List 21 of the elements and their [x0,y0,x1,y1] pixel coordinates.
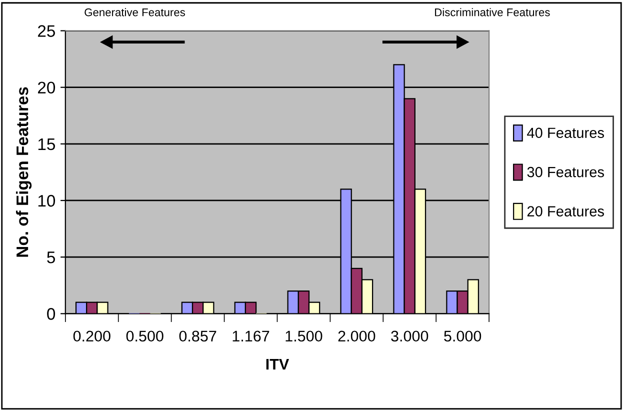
y-tick-label: 10 [38,194,56,207]
x-tick-label: 3.000 [391,330,428,342]
text: Discriminative Features [435,8,550,16]
y-tick-label: 0 [47,308,56,320]
x-tick-label: 2.000 [338,330,376,342]
x-tick-label: 1.167 [232,330,270,342]
y-tick-label: 15 [38,138,55,150]
y-axis-title: No. of Eigen Features [16,87,32,257]
legend-label: 40 Features [527,128,604,138]
legend-label: 20 Features [527,206,604,216]
legend-label: 30 Features [527,166,604,178]
x-tick-label: 5.000 [444,330,482,342]
x-tick-label: 1.500 [286,330,322,342]
x-axis-title: ITV [266,359,290,370]
text: Generative Features [84,8,185,16]
x-tick-label: 0.500 [126,330,164,342]
y-tick-label: 25 [38,25,55,37]
x-tick-label: 0.200 [73,330,110,342]
y-tick-label: 5 [47,252,55,264]
y-tick-label: 20 [38,82,56,94]
x-tick-label: 0.857 [179,330,216,342]
